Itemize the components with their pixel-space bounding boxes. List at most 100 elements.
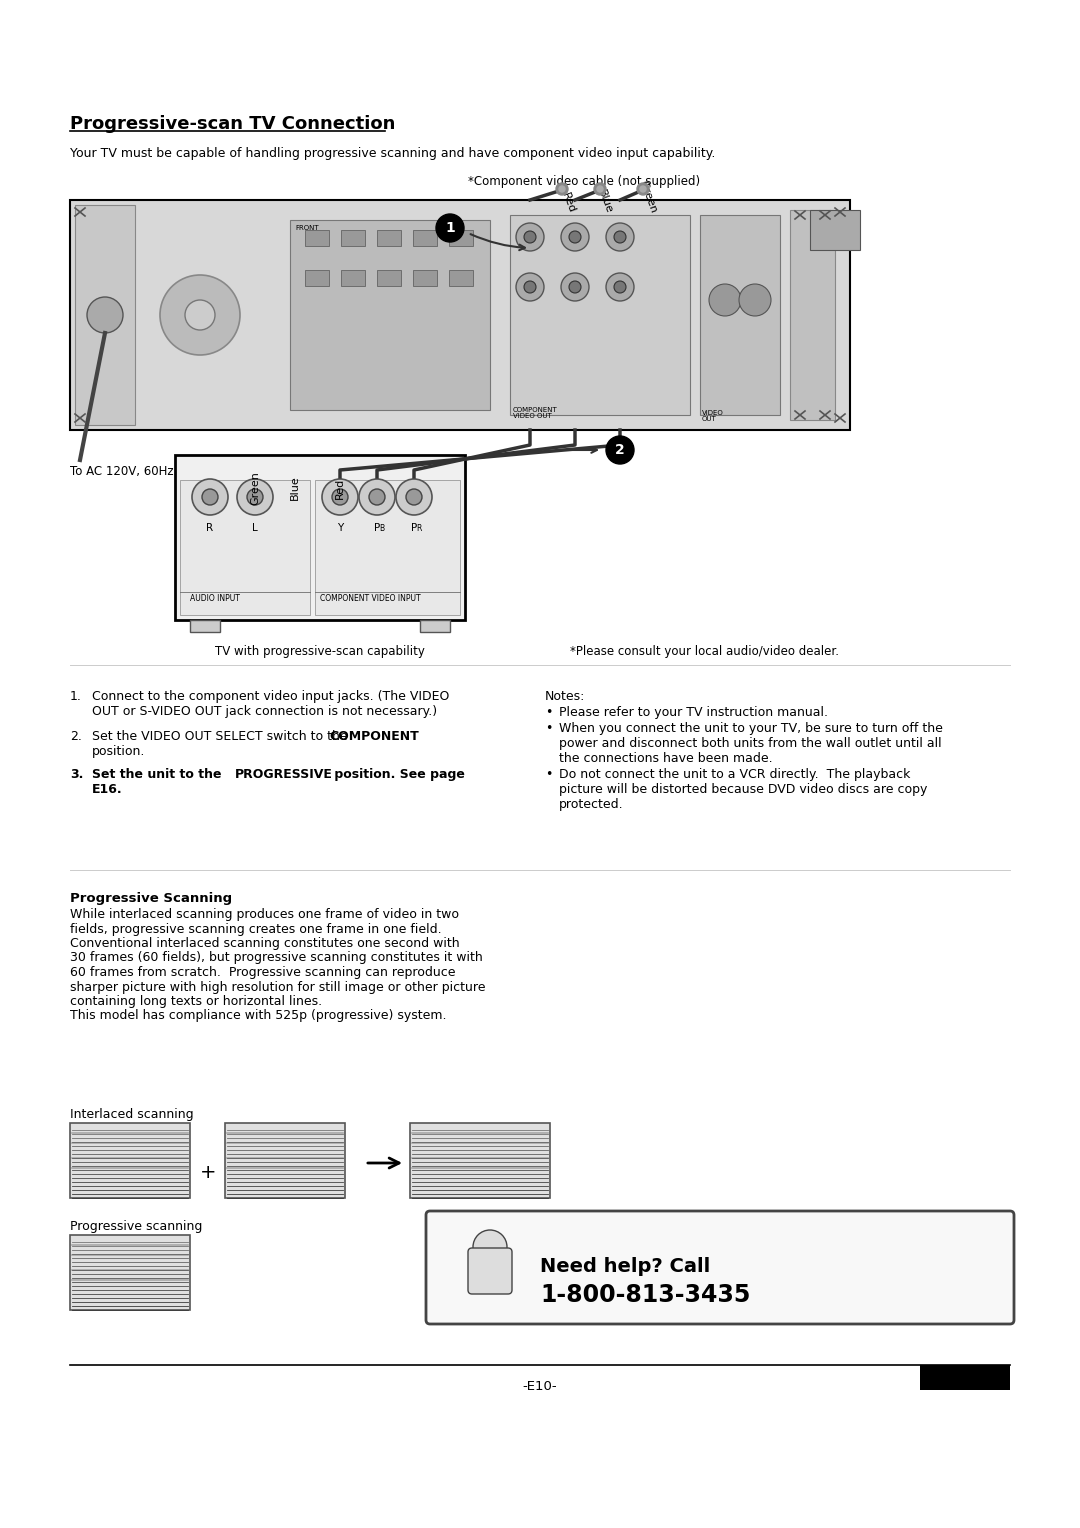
Text: Interlaced scanning: Interlaced scanning: [70, 1108, 193, 1122]
Circle shape: [640, 186, 646, 193]
Text: Set the VIDEO OUT SELECT switch to the: Set the VIDEO OUT SELECT switch to the: [92, 730, 352, 743]
Text: 30 frames (60 fields), but progressive scanning constitutes it with: 30 frames (60 fields), but progressive s…: [70, 952, 483, 964]
Text: When you connect the unit to your TV, be sure to turn off the: When you connect the unit to your TV, be…: [559, 723, 943, 735]
Circle shape: [237, 478, 273, 515]
Text: Blue: Blue: [291, 475, 300, 500]
Text: B: B: [379, 524, 384, 533]
Circle shape: [369, 489, 384, 504]
Bar: [377, 231, 401, 246]
Bar: [341, 231, 365, 246]
Text: power and disconnect both units from the wall outlet until all: power and disconnect both units from the…: [559, 736, 942, 750]
Text: To AC 120V, 60Hz: To AC 120V, 60Hz: [70, 465, 174, 478]
Circle shape: [160, 275, 240, 354]
Circle shape: [561, 274, 589, 301]
Text: Connect to the component video input jacks. (The VIDEO: Connect to the component video input jac…: [92, 691, 449, 703]
Text: Need help? Call: Need help? Call: [540, 1258, 711, 1276]
Circle shape: [615, 281, 626, 293]
Text: Red: Red: [335, 477, 345, 498]
Bar: [810, 209, 860, 251]
Text: 2.: 2.: [70, 730, 82, 743]
Circle shape: [185, 299, 215, 330]
Circle shape: [436, 214, 464, 241]
Circle shape: [524, 281, 536, 293]
Text: position. See page: position. See page: [330, 769, 464, 781]
Text: R: R: [206, 523, 214, 533]
Circle shape: [637, 183, 649, 196]
Bar: [413, 231, 437, 246]
Text: P: P: [374, 523, 380, 533]
Bar: [75, 205, 135, 425]
Circle shape: [594, 183, 606, 196]
Bar: [291, 220, 490, 410]
Text: COMPONENT VIDEO INPUT: COMPONENT VIDEO INPUT: [320, 594, 420, 604]
Text: containing long texts or horizontal lines.: containing long texts or horizontal line…: [70, 995, 322, 1008]
Text: •: •: [545, 706, 552, 720]
Circle shape: [569, 231, 581, 243]
Text: Do not connect the unit to a VCR directly.  The playback: Do not connect the unit to a VCR directl…: [559, 769, 910, 781]
Circle shape: [569, 281, 581, 293]
Text: VIDEO: VIDEO: [702, 410, 724, 416]
Bar: [70, 1123, 190, 1198]
Circle shape: [192, 478, 228, 515]
FancyBboxPatch shape: [468, 1248, 512, 1294]
Text: Set the unit to the: Set the unit to the: [92, 769, 226, 781]
Text: Green: Green: [637, 180, 659, 215]
Text: 2: 2: [616, 443, 625, 457]
Bar: [920, 1365, 1010, 1390]
Text: 60 frames from scratch.  Progressive scanning can reproduce: 60 frames from scratch. Progressive scan…: [70, 966, 456, 979]
Text: OUT: OUT: [702, 416, 717, 422]
Text: P: P: [410, 523, 417, 533]
Text: FRONT: FRONT: [295, 225, 319, 231]
Text: fields, progressive scanning creates one frame in one field.: fields, progressive scanning creates one…: [70, 923, 442, 935]
Text: -E10-: -E10-: [523, 1380, 557, 1394]
Bar: [175, 455, 465, 620]
Text: •: •: [545, 769, 552, 781]
Circle shape: [359, 478, 395, 515]
FancyBboxPatch shape: [426, 1212, 1014, 1323]
Text: Your TV must be capable of handling progressive scanning and have component vide: Your TV must be capable of handling prog…: [70, 147, 715, 160]
Circle shape: [322, 478, 357, 515]
Text: 1.: 1.: [70, 691, 82, 703]
Circle shape: [597, 186, 603, 193]
Circle shape: [202, 489, 218, 504]
Bar: [420, 620, 450, 633]
Bar: [449, 270, 473, 286]
Circle shape: [606, 223, 634, 251]
Text: E16.: E16.: [92, 782, 123, 796]
Text: PROGRESSIVE: PROGRESSIVE: [235, 769, 333, 781]
Text: *Component video cable (not supplied): *Component video cable (not supplied): [468, 176, 700, 188]
Bar: [180, 480, 310, 614]
Bar: [510, 215, 690, 416]
Circle shape: [606, 274, 634, 301]
Circle shape: [406, 489, 422, 504]
Text: Conventional interlaced scanning constitutes one second with: Conventional interlaced scanning constit…: [70, 937, 460, 950]
Text: R: R: [416, 524, 421, 533]
Bar: [315, 480, 460, 614]
Text: TV with progressive-scan capability: TV with progressive-scan capability: [215, 645, 424, 659]
Circle shape: [739, 284, 771, 316]
Bar: [341, 270, 365, 286]
Bar: [449, 231, 473, 246]
Text: Red: Red: [559, 191, 577, 215]
Text: Progressive Scanning: Progressive Scanning: [70, 892, 232, 905]
Text: 1-800-813-3435: 1-800-813-3435: [540, 1284, 751, 1306]
Circle shape: [516, 274, 544, 301]
Circle shape: [524, 231, 536, 243]
Circle shape: [473, 1230, 507, 1264]
Bar: [70, 1235, 190, 1309]
Bar: [789, 209, 835, 420]
Text: Y: Y: [337, 523, 343, 533]
Bar: [413, 270, 437, 286]
Text: Notes:: Notes:: [545, 691, 585, 703]
Circle shape: [516, 223, 544, 251]
Text: position.: position.: [92, 746, 146, 758]
Circle shape: [247, 489, 264, 504]
Bar: [190, 620, 220, 633]
Text: COMPONENT: COMPONENT: [513, 406, 557, 413]
Bar: [305, 231, 329, 246]
Text: L: L: [252, 523, 258, 533]
Bar: [700, 215, 780, 416]
Circle shape: [708, 284, 741, 316]
Circle shape: [559, 186, 565, 193]
Text: VIDEO OUT: VIDEO OUT: [513, 413, 552, 419]
